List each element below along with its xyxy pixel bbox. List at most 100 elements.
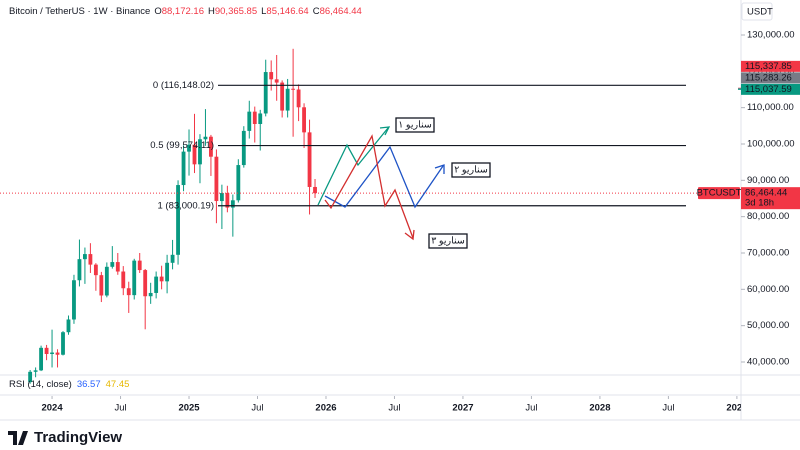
candle-body	[83, 254, 87, 260]
annotation: سناريو ۲	[454, 165, 488, 176]
ohlc-value: 85,146.64	[266, 6, 309, 17]
candle-body	[274, 79, 279, 83]
candle-body	[296, 89, 301, 108]
x-tick-label: Jul	[114, 403, 126, 414]
y-tick-label: 50,000.00	[747, 320, 789, 331]
x-tick-label: Jul	[525, 403, 537, 414]
y-tick-label: 60,000.00	[747, 284, 789, 295]
symbol-tag-text: BTCUSDT	[697, 188, 742, 199]
candle-body	[263, 72, 268, 114]
candle-body	[88, 254, 93, 265]
candle-body	[187, 144, 191, 152]
candle-body	[203, 136, 208, 140]
candle-body	[269, 72, 274, 80]
price-label: 115,283.26	[745, 72, 792, 83]
fib-label: 1 (83,000.19)	[157, 200, 214, 211]
candle-body	[192, 144, 197, 165]
currency-box	[741, 2, 773, 21]
ohlc-item: H90,365.85	[208, 6, 257, 17]
x-tick-label: 2027	[452, 403, 473, 414]
candle-body	[209, 136, 213, 157]
brand[interactable]: TradingView	[8, 429, 122, 446]
price-label: 115,037.59	[745, 84, 792, 95]
annotation-box	[428, 233, 468, 249]
arrow-head	[379, 126, 391, 136]
symbol: Bitcoin / TetherUS · 1W · Binance	[9, 6, 151, 17]
candle-body	[307, 132, 312, 187]
y-tick-label: 70,000.00	[747, 248, 789, 259]
candle-body	[115, 262, 120, 272]
candle-body	[148, 292, 153, 297]
ohlc-item: L85,146.64	[261, 6, 309, 17]
x-tick-label: 2028	[589, 403, 610, 414]
price-label-box	[741, 60, 800, 72]
ohlc-key: C	[312, 6, 320, 17]
candle-body	[110, 262, 115, 267]
scenario-path	[317, 127, 389, 206]
annotation: سناريو ۳	[431, 236, 465, 247]
candle-body	[225, 193, 230, 208]
candle-body	[61, 332, 65, 355]
x-tick-label: 2024	[41, 403, 63, 414]
candle-body	[33, 370, 38, 372]
candle-body	[28, 371, 33, 382]
fib-label: 0 (116,148.02)	[153, 80, 214, 91]
candle-body	[176, 185, 180, 255]
price-label-box	[741, 72, 800, 84]
rsi-value: 47.45	[105, 379, 130, 390]
price-label-box	[741, 83, 800, 95]
fib-label: 0.5 (99,574.11)	[150, 140, 214, 151]
ohlc-item: C86,464.44	[313, 6, 362, 17]
candle-body	[121, 271, 126, 289]
candle-body	[181, 151, 186, 186]
rsi-legend: RSI (14, close) 36.57 47.45	[9, 379, 129, 390]
brand-name: TradingView	[34, 429, 123, 446]
rsi-title: RSI (14, close)	[9, 379, 72, 390]
x-tick-label: Jul	[388, 403, 400, 414]
scenario-path	[324, 145, 444, 209]
y-tick-label: 130,000.00	[747, 30, 795, 41]
price-label: 115,337.85	[745, 61, 792, 72]
x-tick-label: 2025	[178, 403, 200, 414]
candle-body	[291, 88, 296, 90]
x-tick-label: Jul	[251, 403, 263, 414]
candle-body	[313, 186, 317, 194]
candle-body	[39, 347, 44, 371]
ohlc-item: O88,172.16	[154, 6, 204, 17]
y-tick-label: 110,000.00	[747, 102, 794, 113]
ohlc-key: H	[207, 6, 215, 17]
candle-body	[165, 262, 170, 282]
candle-body	[247, 111, 252, 131]
annotation-box	[451, 162, 491, 178]
candle-body	[230, 200, 235, 208]
candle-body	[241, 130, 246, 166]
currency-label: USDT	[747, 7, 773, 18]
y-tick-label: 40,000.00	[747, 357, 789, 368]
ohlc-value: 90,365.85	[214, 6, 258, 17]
candle-body	[198, 139, 202, 165]
candle-body	[137, 260, 142, 271]
rsi-value: 36.57	[76, 379, 101, 390]
candle-body	[104, 266, 109, 296]
annotation: سناريو ۱	[398, 120, 432, 131]
candle-body	[132, 260, 137, 296]
candle-body	[93, 264, 98, 276]
candle-body	[55, 352, 60, 355]
candle-body	[170, 254, 175, 263]
symbol-tag	[698, 187, 740, 200]
y-tick-label: 80,000.00	[747, 211, 789, 222]
arrow-head	[434, 164, 445, 174]
ohlc-value: 86,464.44	[319, 6, 362, 17]
symbol-header: Bitcoin / TetherUS · 1W · Binance O88,172…	[9, 6, 362, 17]
candle-body	[280, 82, 285, 111]
candle-body	[258, 113, 263, 125]
candle-body	[126, 288, 131, 296]
arrow-head	[404, 229, 415, 241]
y-tick-label: 90,000.00	[747, 175, 789, 186]
candle-body	[154, 276, 159, 293]
candle-body	[236, 165, 241, 201]
y-tick-label: 100,000.00	[747, 139, 795, 150]
candle-body	[302, 107, 306, 133]
candle-body	[72, 280, 76, 320]
